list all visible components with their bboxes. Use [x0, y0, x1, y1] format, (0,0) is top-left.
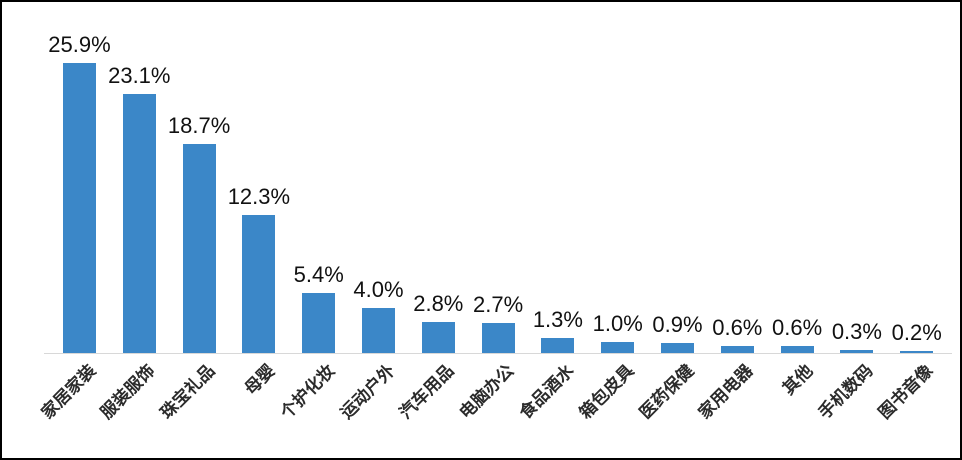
value-label: 0.6% [772, 315, 823, 341]
value-label: 2.8% [413, 290, 464, 316]
x-axis-line [44, 353, 952, 354]
category-label: 其他 [779, 361, 817, 399]
value-label: 0.3% [831, 318, 882, 344]
category-label: 珠宝礼品 [157, 361, 219, 423]
value-label: 4.0% [353, 277, 404, 303]
category-label: 个护化妆 [276, 361, 339, 423]
category-label: 母婴 [240, 361, 279, 399]
category-label: 食品酒水 [515, 361, 578, 423]
bar [840, 349, 874, 353]
value-label: 1.3% [532, 307, 583, 333]
value-label: 2.7% [473, 291, 524, 317]
bar [541, 338, 575, 353]
bar [242, 215, 276, 353]
bar [780, 346, 814, 353]
category-label: 家用电器 [695, 361, 757, 423]
value-label: 0.6% [712, 315, 763, 341]
bar [481, 322, 515, 353]
value-label: 1.0% [592, 310, 643, 336]
value-label: 12.3% [227, 184, 291, 210]
bar [362, 308, 395, 353]
bar [601, 341, 635, 353]
bar [421, 321, 455, 353]
bar [182, 143, 216, 353]
category-label: 箱包皮具 [575, 361, 638, 423]
bar [122, 94, 156, 353]
value-label: 5.4% [293, 261, 344, 287]
value-label: 18.7% [167, 112, 231, 138]
bar [302, 292, 336, 353]
category-label: 汽车用品 [396, 361, 458, 423]
category-label: 服装服饰 [97, 361, 159, 423]
category-label: 家居家装 [37, 361, 99, 423]
value-label: 0.9% [652, 311, 703, 337]
bar [63, 62, 96, 353]
value-label: 25.9% [48, 31, 111, 57]
bar [720, 346, 754, 353]
category-label: 电脑办公 [456, 361, 518, 423]
category-label: 图书音像 [874, 361, 937, 423]
bar [900, 350, 934, 353]
category-label: 手机数码 [814, 361, 877, 423]
category-label: 运动户外 [336, 361, 398, 423]
value-label: 23.1% [108, 63, 171, 89]
value-label: 0.2% [891, 319, 942, 345]
category-label: 医药保健 [635, 361, 697, 423]
bar [661, 342, 694, 353]
